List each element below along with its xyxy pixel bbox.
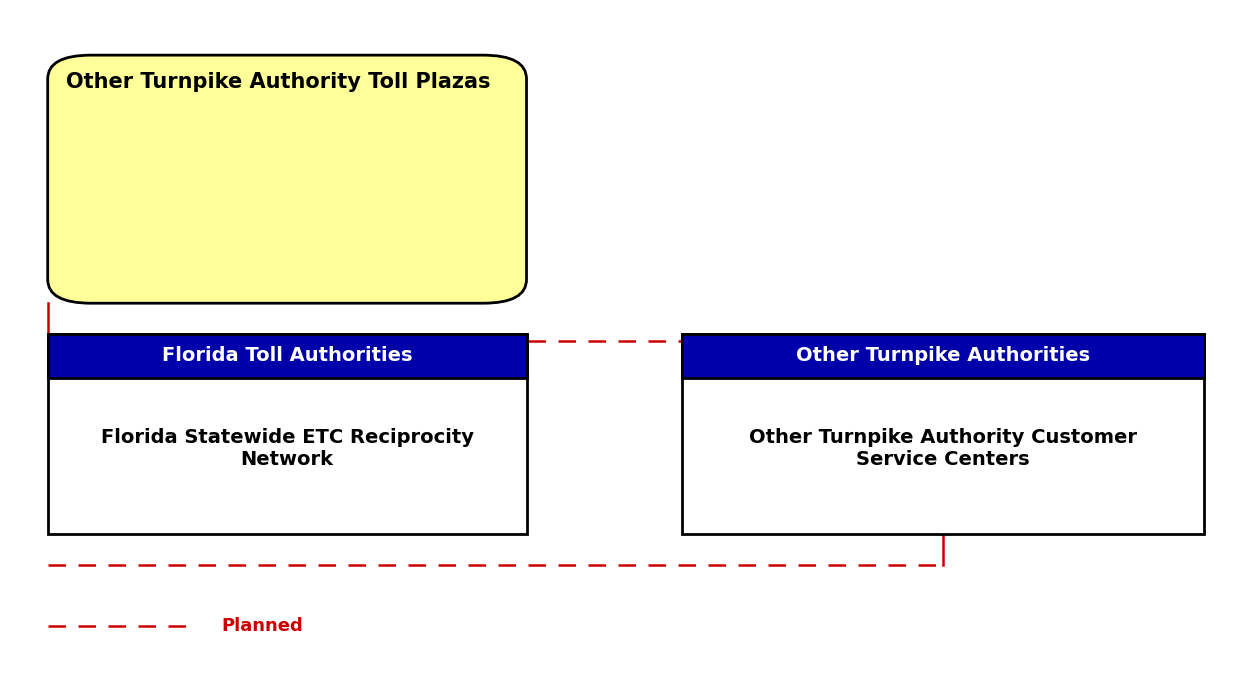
FancyBboxPatch shape	[682, 334, 1204, 535]
Text: Planned: Planned	[222, 617, 303, 635]
FancyBboxPatch shape	[48, 334, 527, 535]
Text: Other Turnpike Authority Customer
Service Centers: Other Turnpike Authority Customer Servic…	[749, 428, 1137, 469]
Text: Florida Toll Authorities: Florida Toll Authorities	[162, 346, 412, 365]
Text: Florida Statewide ETC Reciprocity
Network: Florida Statewide ETC Reciprocity Networ…	[100, 428, 473, 469]
FancyBboxPatch shape	[682, 334, 1204, 378]
Text: Other Turnpike Authorities: Other Turnpike Authorities	[796, 346, 1090, 365]
Text: Other Turnpike Authority Toll Plazas: Other Turnpike Authority Toll Plazas	[66, 72, 491, 92]
FancyBboxPatch shape	[48, 334, 527, 378]
FancyBboxPatch shape	[48, 55, 527, 303]
